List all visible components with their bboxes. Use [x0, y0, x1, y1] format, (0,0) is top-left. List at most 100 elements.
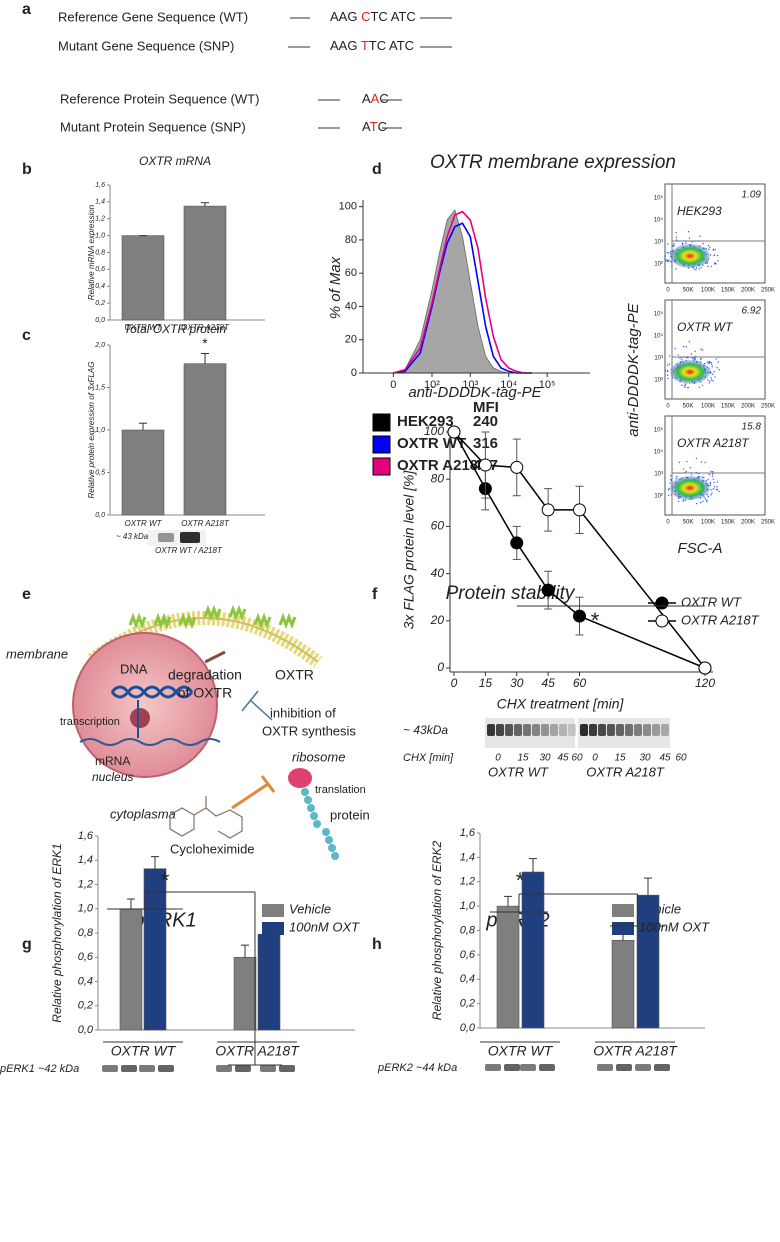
- diagram-label: degradation: [168, 667, 242, 683]
- histogram: [393, 222, 532, 374]
- blot-band: [279, 1065, 295, 1072]
- event-dot: [670, 478, 672, 481]
- event-dot: [667, 252, 670, 254]
- event-dot: [667, 374, 669, 376]
- blot-band: [661, 724, 669, 736]
- bar: [233, 956, 257, 1031]
- event-dot: [695, 269, 697, 271]
- x-tick-label: 50K: [683, 404, 694, 410]
- snp: T: [370, 119, 378, 134]
- y-tick-label: 0,6: [460, 949, 476, 961]
- y-tick-label: 10⁵: [654, 195, 664, 202]
- significance: *: [591, 608, 600, 633]
- error-bar: [504, 895, 512, 907]
- event-dot: [674, 347, 676, 350]
- event-dot: [713, 370, 715, 373]
- event-dot: [717, 254, 719, 257]
- blot-group: OXTR WT: [488, 764, 549, 779]
- gate-percent: 6.92: [742, 306, 762, 317]
- legend-swatch: [372, 413, 391, 432]
- event-dot: [711, 373, 714, 375]
- y-axis-label: Relative phosphorylation of ERK1: [50, 843, 64, 1022]
- sequence-label: Mutant Protein Sequence (SNP): [60, 119, 246, 134]
- x-axis-label: CHX treatment [min]: [497, 696, 625, 712]
- event-dot: [715, 263, 717, 265]
- event-dot: [711, 492, 713, 494]
- y-tick-label: 0,8: [78, 927, 94, 939]
- blot-band: [652, 724, 660, 736]
- sequence-label: Mutant Gene Sequence (SNP): [58, 38, 234, 53]
- error-bar: [201, 202, 209, 207]
- significance: *: [516, 868, 525, 893]
- legend-label: OXTR A218T: [681, 612, 760, 627]
- blot-label: ~ 43 kDa: [116, 532, 149, 541]
- x-tick-label: 10⁴: [500, 379, 517, 391]
- lane-label: 30: [639, 753, 651, 764]
- event-dot: [712, 478, 715, 480]
- event-dot: [707, 379, 709, 381]
- diagram-label: ribosome: [292, 749, 345, 764]
- y-tick-label: 10⁵: [654, 311, 664, 318]
- event-dot: [712, 488, 715, 490]
- error-bar: [151, 856, 159, 869]
- event-dot: [668, 363, 671, 365]
- event-dot: [664, 255, 667, 257]
- sequence-part: AAG: [330, 38, 361, 53]
- y-tick-label: 0,0: [95, 317, 105, 324]
- blot-band: [559, 724, 567, 736]
- error-bar: [139, 422, 147, 430]
- diagram-label: nucleus: [92, 770, 133, 784]
- density-cloud: [670, 244, 710, 268]
- event-dot: [707, 244, 710, 247]
- event-dot: [682, 499, 685, 501]
- event-dot: [678, 461, 680, 464]
- y-tick-label: 60: [345, 267, 357, 279]
- blot-band: [568, 724, 576, 736]
- panel-label: c: [22, 327, 31, 344]
- x-tick-label: 250K: [761, 288, 775, 294]
- y-tick-label: 0: [351, 367, 357, 379]
- event-dot: [667, 377, 669, 380]
- event-dot: [710, 494, 712, 496]
- blot-band: [180, 532, 200, 543]
- x-axis-label: anti-DDDDK-tag-PE: [408, 384, 542, 401]
- x-tick-label: 60: [573, 676, 587, 690]
- lane-label: 45: [557, 753, 569, 764]
- mfi-header: MFI: [473, 399, 499, 416]
- legend-swatch: [612, 922, 634, 935]
- y-tick-label: 1,4: [460, 851, 475, 863]
- panel-label: a: [22, 1, 31, 18]
- diagram-label: Cycloheximide: [170, 841, 255, 856]
- marker: [698, 661, 712, 675]
- legend-label: HEK293: [397, 413, 454, 430]
- blot-band: [589, 724, 597, 736]
- error-bar: [644, 877, 652, 896]
- event-dot: [666, 251, 668, 254]
- marker: [478, 458, 492, 472]
- histogram: [393, 209, 532, 374]
- marker: [541, 503, 555, 517]
- event-dot: [681, 359, 683, 361]
- event-dot: [718, 490, 720, 493]
- event-dot: [669, 482, 671, 484]
- blot-band: [635, 1064, 651, 1071]
- blot-band: [235, 1065, 251, 1072]
- x-tick-label: 100K: [701, 520, 715, 526]
- lane-label: 60: [571, 753, 583, 764]
- y-tick-label: 10²: [654, 494, 663, 500]
- blot-label: pERK1 ~42 kDa: [0, 1063, 79, 1075]
- y-tick-label: 0,2: [78, 1000, 93, 1012]
- blot-caption: OXTR WT / A218T: [155, 546, 223, 555]
- sequence: AAG TTC ATC: [330, 38, 414, 53]
- blot-band: [532, 724, 540, 736]
- blot-group: OXTR A218T: [586, 764, 665, 779]
- sequence-part: AAG: [330, 9, 361, 24]
- histogram: [393, 210, 532, 374]
- event-dot: [715, 358, 717, 360]
- x-tick-label: 200K: [741, 288, 755, 294]
- event-dot: [666, 369, 669, 372]
- y-tick-label: 0,4: [78, 975, 93, 987]
- y-axis-label: 3x FLAG protein level [%]: [401, 470, 417, 630]
- y-tick-label: 10³: [654, 356, 663, 362]
